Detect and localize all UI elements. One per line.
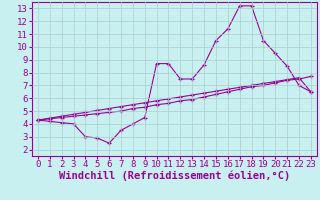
X-axis label: Windchill (Refroidissement éolien,°C): Windchill (Refroidissement éolien,°C) — [59, 171, 290, 181]
